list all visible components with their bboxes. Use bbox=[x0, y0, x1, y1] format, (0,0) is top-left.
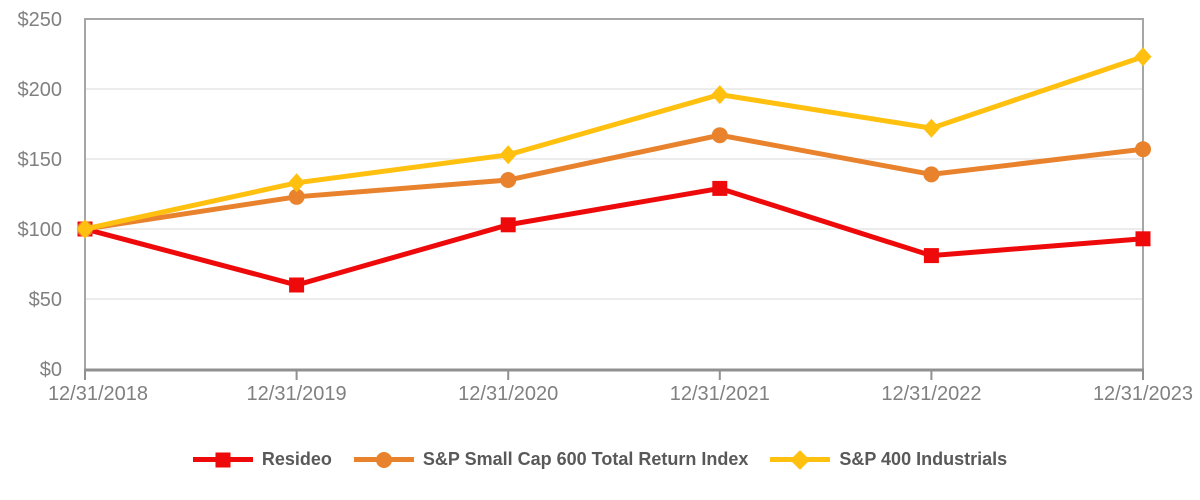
legend-label-s-p-400-industrials: S&P 400 Industrials bbox=[839, 449, 1008, 469]
series-s-p-400-industrials bbox=[76, 47, 1152, 239]
marker-resideo-5 bbox=[1135, 231, 1151, 247]
series-line-resideo bbox=[84, 185, 1144, 288]
marker-s-p-400-industrials-0 bbox=[76, 219, 94, 239]
marker-s-p-small-cap-600-total-return-index-3 bbox=[711, 127, 728, 144]
series-line-s-p-small-cap-600-total-return-index bbox=[84, 132, 1144, 232]
series-s-p-small-cap-600-total-return-index bbox=[77, 127, 1151, 237]
plot-border bbox=[84, 18, 1144, 369]
y-axis-label-3: $150 bbox=[18, 149, 63, 171]
x-axis-label-5: 12/31/2023 bbox=[1093, 383, 1193, 405]
x-axis-label-0: 12/31/2018 bbox=[48, 383, 148, 405]
y-axis-label-2: $100 bbox=[18, 219, 63, 241]
marker-resideo-1 bbox=[289, 277, 305, 293]
marker-s-p-small-cap-600-total-return-index-2 bbox=[500, 172, 517, 188]
legend-diamond-marker-icon bbox=[770, 449, 831, 470]
legend-circle-marker-icon bbox=[353, 450, 414, 470]
marker-s-p-400-industrials-3 bbox=[711, 85, 729, 105]
legend-shape-diamond bbox=[790, 449, 811, 470]
marker-s-p-400-industrials-2 bbox=[499, 145, 517, 165]
marker-resideo-2 bbox=[500, 217, 516, 233]
marker-s-p-small-cap-600-total-return-index-1 bbox=[288, 188, 305, 205]
marker-s-p-400-industrials-1 bbox=[288, 173, 306, 193]
marker-s-p-small-cap-600-total-return-index-4 bbox=[923, 166, 940, 183]
x-axis-label-3: 12/31/2021 bbox=[670, 383, 770, 405]
legend-shape-circle bbox=[375, 451, 392, 468]
legend-item-s-p-400-industrials: S&P 400 Industrials bbox=[770, 449, 1007, 470]
marker-s-p-400-industrials-4 bbox=[922, 118, 940, 138]
marker-s-p-400-industrials-5 bbox=[1134, 47, 1152, 67]
y-axis-label-5: $250 bbox=[18, 9, 63, 31]
legend-shape-square bbox=[215, 452, 231, 467]
legend-item-s-p-small-cap-600-total-return-index: S&P Small Cap 600 Total Return Index bbox=[353, 449, 749, 470]
x-axis-label-1: 12/31/2019 bbox=[247, 383, 347, 405]
legend-label-s-p-small-cap-600-total-return-index: S&P Small Cap 600 Total Return Index bbox=[422, 449, 749, 469]
legend-item-resideo: Resideo bbox=[192, 449, 332, 470]
marker-s-p-small-cap-600-total-return-index-5 bbox=[1135, 141, 1151, 158]
legend-label-resideo: Resideo bbox=[261, 449, 332, 469]
series-line-s-p-400-industrials bbox=[84, 54, 1144, 232]
marker-resideo-3 bbox=[712, 180, 728, 196]
x-axis-label-4: 12/31/2022 bbox=[881, 383, 981, 405]
legend-square-marker-icon bbox=[192, 450, 253, 470]
y-axis-label-1: $50 bbox=[29, 289, 62, 311]
chart-legend: Resideo S&P Small Cap 600 Total Return In… bbox=[0, 449, 1200, 470]
y-axis-label-0: $0 bbox=[40, 359, 62, 381]
x-axis-label-2: 12/31/2020 bbox=[458, 383, 558, 405]
marker-resideo-4 bbox=[923, 248, 939, 264]
y-axis-label-4: $200 bbox=[18, 79, 63, 101]
chart-plot-area: 12/31/2018 12/31/2019 12/31/2020 12/31/2021… bbox=[18, 9, 1194, 405]
